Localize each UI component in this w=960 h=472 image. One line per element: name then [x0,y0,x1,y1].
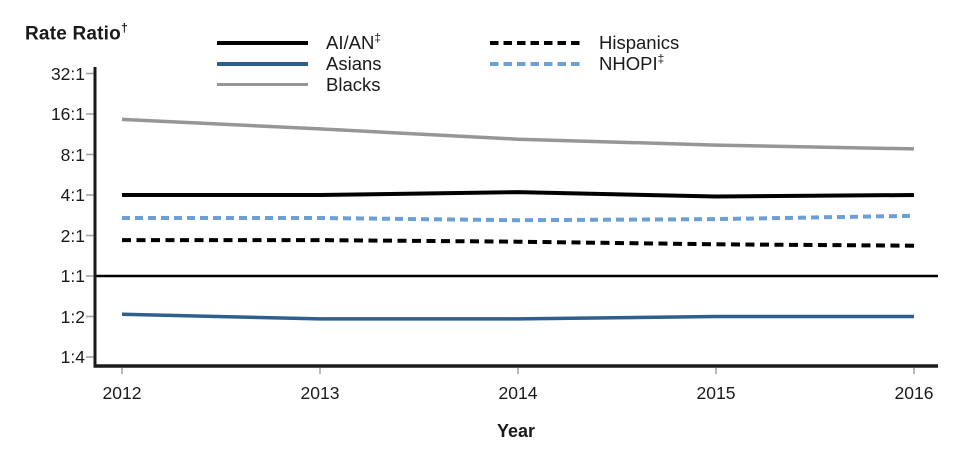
hispanics-line-swatch [490,41,581,46]
legend-label-hispanics: Hispanics [599,33,679,53]
y-tick-label: 1:4 [60,347,85,367]
double-dagger-symbol: ‡ [657,52,665,67]
x-tick-label: 2013 [300,383,340,403]
dagger-symbol: † [120,21,128,35]
legend-item-blacks: Blacks [217,74,382,95]
x-tick-label: 2016 [894,383,934,403]
legend-item-nhopi: NHOPI‡ [490,52,679,75]
legend-text: Hispanics [599,32,680,54]
legend-column-1: AI/AN‡ Asians Blacks [217,33,382,95]
double-dagger-symbol: ‡ [374,31,381,46]
legend-text: NHOPI [599,53,658,75]
legend: AI/AN‡ Asians Blacks Hispanics NHOPI‡ [0,33,960,95]
legend-label-nhopi: NHOPI‡ [599,52,665,75]
legend-label-aian: AI/AN‡ [326,33,381,53]
x-tick-label: 2012 [102,383,142,403]
chart-title-text: Rate Ratio [25,23,121,45]
y-tick-label: 1:2 [60,306,85,327]
legend-column-2: Hispanics NHOPI‡ [490,33,679,74]
legend-text: Blacks [326,73,381,95]
legend-text: AI/AN [326,32,375,54]
y-tick-label: 8:1 [60,144,85,165]
legend-label-asians: Asians [326,54,382,74]
y-tick-label: 32:1 [50,63,85,84]
y-tick-label: 16:1 [50,104,85,124]
blacks-line-swatch [217,82,308,87]
chart-title: Rate Ratio† [25,21,128,45]
legend-item-aian: AI/AN‡ [217,33,382,54]
legend-label-blacks: Blacks [326,75,381,95]
legend-item-hispanics: Hispanics [490,33,679,54]
asians-line-swatch [217,61,308,66]
legend-text: Asians [326,53,382,75]
y-tick-label: 2:1 [60,225,85,246]
legend-item-asians: Asians [217,54,382,75]
x-tick-label: 2015 [696,383,736,403]
nhopi-line-swatch [490,61,581,66]
y-tick-label: 1:1 [60,266,85,286]
x-axis-title: Year [496,421,536,441]
aian-line-swatch [217,41,308,46]
x-tick-label: 2014 [498,383,538,403]
y-tick-label: 4:1 [60,185,85,205]
